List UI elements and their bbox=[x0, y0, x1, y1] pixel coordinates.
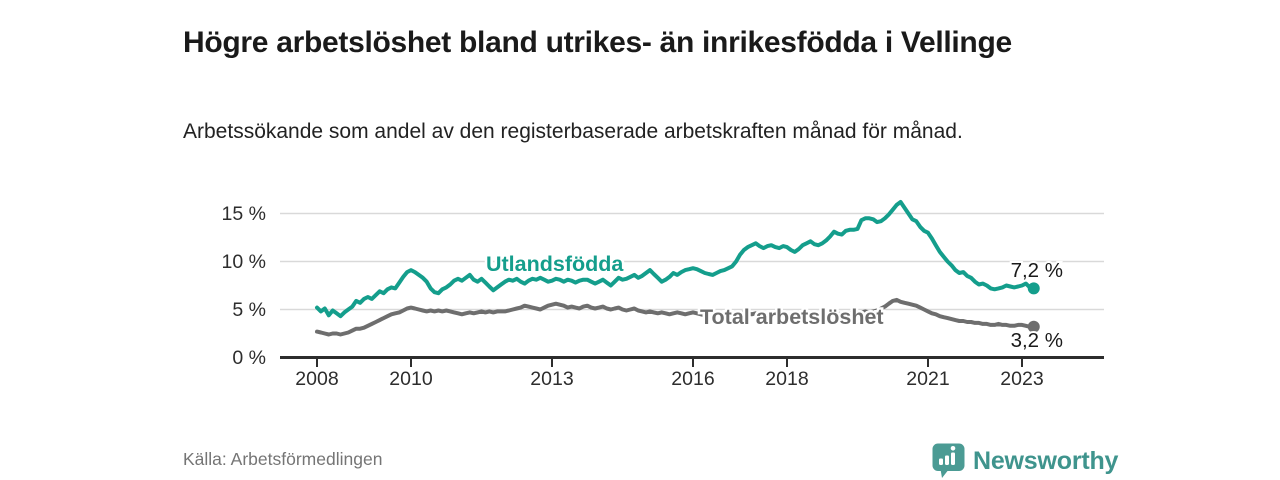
line-series-utlandsfodda bbox=[315, 200, 1036, 319]
y-tick-label: 15 % bbox=[222, 203, 266, 225]
series-end-dot bbox=[1027, 282, 1040, 295]
x-tick-label: 2010 bbox=[389, 368, 433, 390]
end-value-label: 3,2 % bbox=[1011, 329, 1063, 352]
x-tick-label: 2018 bbox=[765, 368, 808, 390]
y-tick-label: 10 % bbox=[222, 251, 266, 273]
x-tick-label: 2023 bbox=[1000, 368, 1043, 390]
newsworthy-logo: Newsworthy bbox=[932, 443, 1118, 479]
x-tick-label: 2016 bbox=[671, 368, 714, 390]
series-end-dot bbox=[1027, 320, 1040, 333]
end-value-label: 7,2 % bbox=[1011, 259, 1063, 282]
series-label: Utlandsfödda bbox=[486, 252, 624, 276]
chart-subtitle: Arbetssökande som andel av den registerb… bbox=[183, 120, 963, 143]
y-tick-label: 5 % bbox=[232, 299, 266, 321]
series-label: Total arbetslöshet bbox=[700, 305, 884, 329]
source-note: Källa: Arbetsförmedlingen bbox=[183, 449, 383, 469]
brand-name: Newsworthy bbox=[973, 446, 1119, 475]
y-tick-label: 0 % bbox=[232, 347, 266, 369]
newsworthy-logo-icon bbox=[932, 443, 965, 478]
page-title: Högre arbetslöshet bland utrikes- än inr… bbox=[183, 26, 1012, 60]
x-tick-label: 2013 bbox=[530, 368, 573, 390]
line-series-total bbox=[315, 297, 1036, 337]
x-tick-label: 2008 bbox=[295, 368, 338, 390]
x-tick-label: 2021 bbox=[906, 368, 949, 390]
